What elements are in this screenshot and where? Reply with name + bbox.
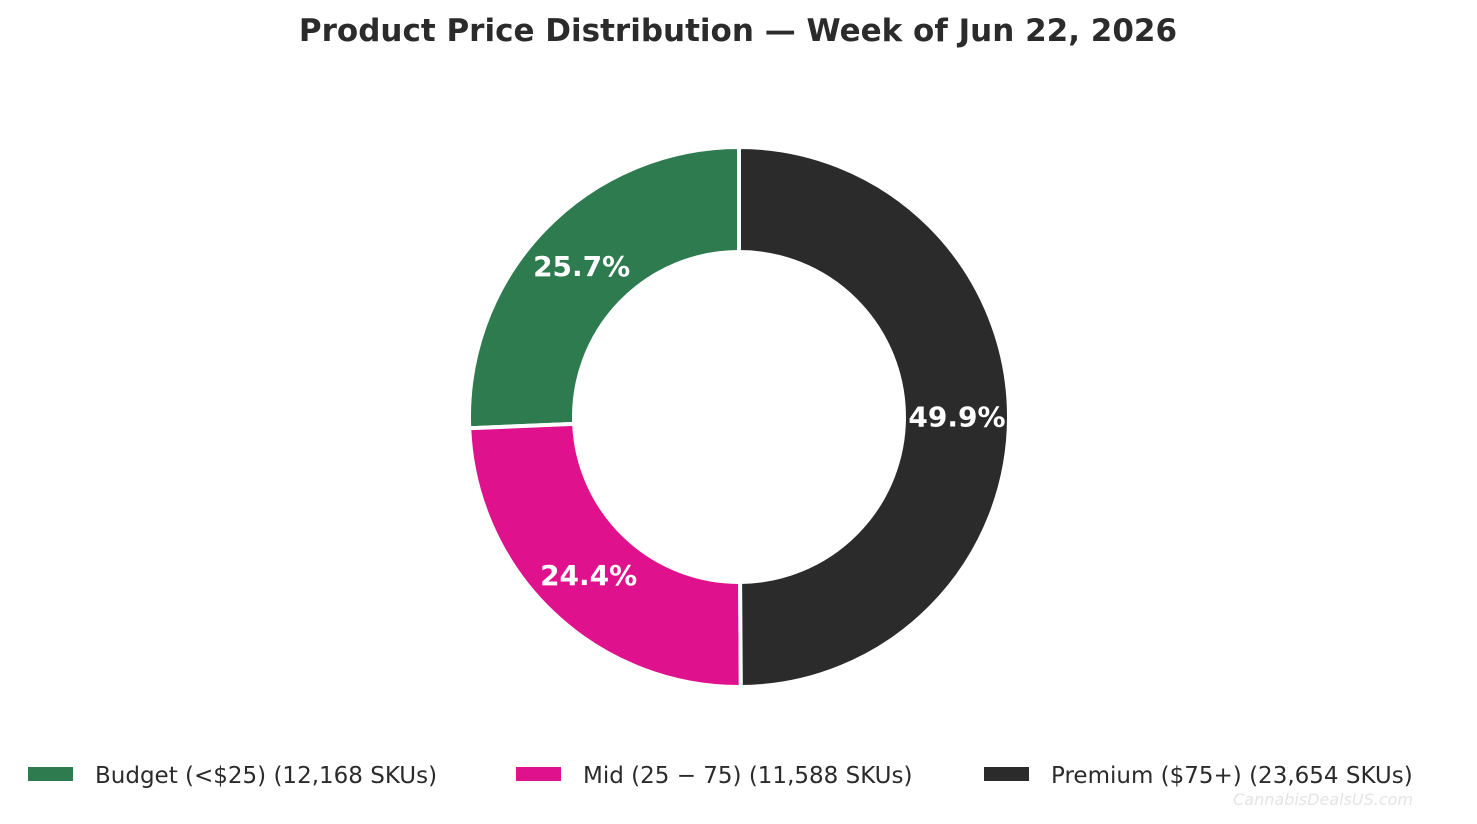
slice-percent-label-3: 49.9% [908, 400, 1005, 433]
legend-item-3: Premium ($75+) (23,654 SKUs) [984, 763, 1413, 789]
legend-swatch-1 [28, 767, 73, 781]
chart-title: Product Price Distribution — Week of Jun… [299, 13, 1177, 49]
slice-percent-label-2: 24.4% [540, 559, 637, 592]
legend-item-1: Budget (<$25) (12,168 SKUs) [28, 763, 437, 789]
donut-slice-3 [737, 144, 1012, 690]
legend-label-2: Mid (25 − 75) (11,588 SKUs) [583, 763, 912, 789]
chart-legend: Budget (<$25) (12,168 SKUs) Mid (25 − 75)… [28, 763, 1413, 789]
slice-percent-label-1: 25.7% [533, 250, 630, 283]
legend-item-2: Mid (25 − 75) (11,588 SKUs) [516, 763, 912, 789]
legend-label-3: Premium ($75+) (23,654 SKUs) [1051, 763, 1413, 789]
legend-swatch-2 [516, 767, 561, 781]
legend-label-1: Budget (<$25) (12,168 SKUs) [95, 763, 437, 789]
slice-percent-labels: 25.7% 24.4% 49.9% [533, 250, 1005, 592]
donut-slices [467, 144, 1012, 690]
watermark: CannabisDealsUS.com [1233, 790, 1413, 809]
donut-slice-2 [467, 421, 743, 689]
donut-slice-1 [467, 144, 741, 431]
legend-swatch-3 [984, 767, 1029, 781]
